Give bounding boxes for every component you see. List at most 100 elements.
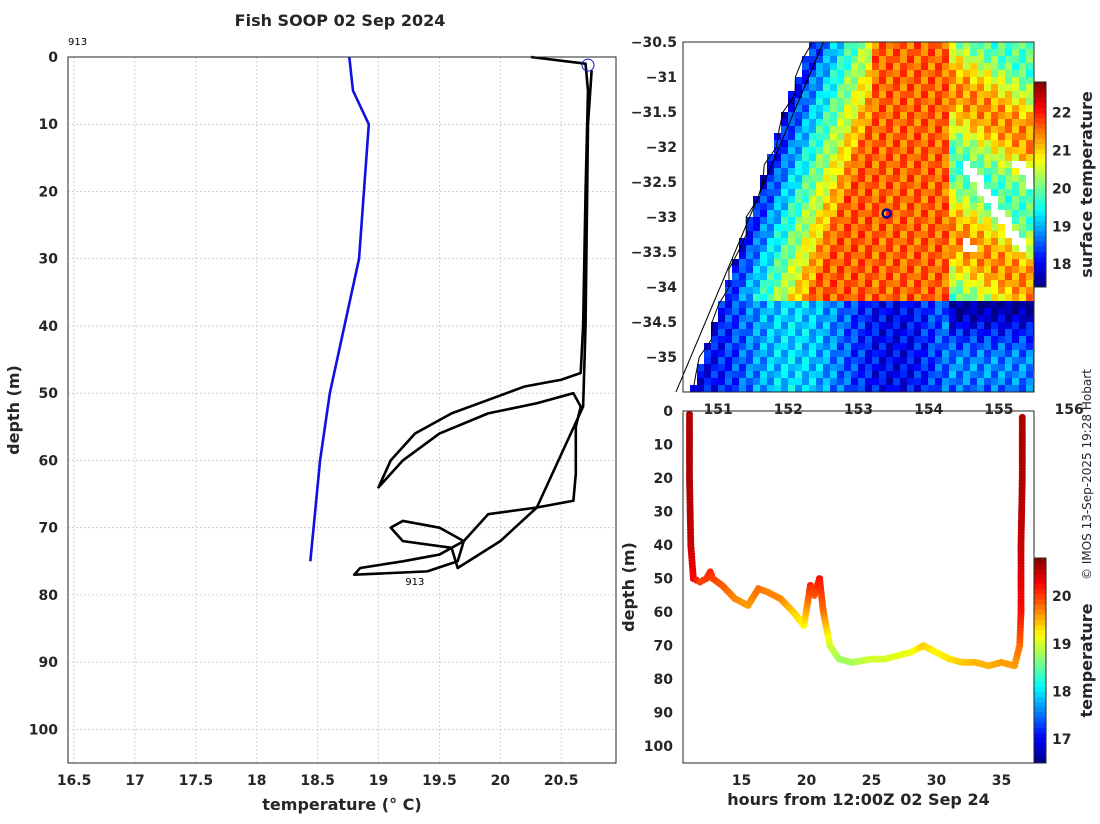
sst-cell	[893, 70, 900, 77]
sst-cell	[984, 308, 991, 315]
sst-cell	[851, 168, 858, 175]
sst-cell	[816, 105, 823, 112]
sst-cell	[802, 189, 809, 196]
sst-cell	[914, 133, 921, 140]
sst-cell	[991, 315, 998, 322]
sst-cell	[1019, 294, 1026, 301]
sst-cell	[788, 350, 795, 357]
sst-cell	[984, 287, 991, 294]
sst-cell	[795, 133, 802, 140]
x-tick-label: 19	[369, 773, 388, 789]
sst-cell	[760, 308, 767, 315]
sst-cell	[935, 161, 942, 168]
sst-cell	[851, 98, 858, 105]
sst-cell	[956, 112, 963, 119]
sst-cell	[830, 252, 837, 259]
sst-cell	[809, 217, 816, 224]
sst-cell	[732, 378, 739, 385]
sst-cell	[725, 371, 732, 378]
sst-cell	[816, 210, 823, 217]
sst-cell	[1019, 210, 1026, 217]
sst-cell	[1005, 154, 1012, 161]
sst-cell	[830, 357, 837, 364]
sst-cell	[928, 217, 935, 224]
sst-cell	[893, 133, 900, 140]
sst-cell	[865, 378, 872, 385]
sst-cell	[1026, 189, 1033, 196]
sst-cell	[886, 273, 893, 280]
sst-cell	[921, 315, 928, 322]
sst-cell	[879, 224, 886, 231]
sst-cell	[1012, 322, 1019, 329]
sst-cell	[921, 210, 928, 217]
sst-cell	[858, 231, 865, 238]
sst-cell	[858, 224, 865, 231]
sst-cell	[1019, 119, 1026, 126]
sst-cell	[844, 175, 851, 182]
sst-cell	[942, 287, 949, 294]
sst-cell	[830, 147, 837, 154]
x-tick-label: 35	[992, 773, 1011, 789]
sst-cell	[802, 378, 809, 385]
sst-cell	[830, 364, 837, 371]
sst-cell	[872, 294, 879, 301]
sst-cell	[732, 315, 739, 322]
sst-cell	[816, 252, 823, 259]
sst-cell	[879, 119, 886, 126]
sst-cell	[991, 378, 998, 385]
sst-cell	[858, 196, 865, 203]
sst-cell	[1019, 231, 1026, 238]
sst-cell	[942, 126, 949, 133]
sst-cell	[949, 154, 956, 161]
sst-cell	[739, 371, 746, 378]
sst-cell	[935, 77, 942, 84]
sst-cell	[1026, 77, 1033, 84]
sst-cell	[956, 266, 963, 273]
sst-cell	[802, 385, 809, 392]
sst-cell	[795, 385, 802, 392]
sst-cell	[963, 329, 970, 336]
sst-cell	[984, 385, 991, 392]
temp-colorbar-segment	[1034, 742, 1046, 749]
sst-cell	[977, 329, 984, 336]
sst-cell	[809, 280, 816, 287]
sst-cell	[697, 378, 704, 385]
sst-cell	[1012, 378, 1019, 385]
sst-cell	[963, 231, 970, 238]
sst-cell	[991, 196, 998, 203]
sst-cell	[767, 252, 774, 259]
sst-cell	[851, 161, 858, 168]
sst-cell	[781, 147, 788, 154]
sst-cell	[900, 371, 907, 378]
sst-cell	[753, 231, 760, 238]
sst-cell	[984, 336, 991, 343]
sst-cell	[1012, 133, 1019, 140]
temp-colorbar-segment	[1034, 568, 1046, 574]
sst-cell	[935, 252, 942, 259]
temp-colorbar-segment	[1034, 563, 1046, 569]
sst-cell	[921, 70, 928, 77]
sst-cell	[760, 371, 767, 378]
sst-cell	[809, 203, 816, 210]
sst-cell	[823, 147, 830, 154]
sst-cell	[907, 175, 914, 182]
sst-cell	[837, 357, 844, 364]
sst-cell	[858, 378, 865, 385]
sst-cell	[809, 112, 816, 119]
sst-cell	[879, 56, 886, 63]
sst-cell	[788, 189, 795, 196]
sst-cell	[746, 224, 753, 231]
sst-cell	[802, 315, 809, 322]
sst-cell	[816, 77, 823, 84]
sst-cell	[746, 245, 753, 252]
sst-cell	[1026, 203, 1033, 210]
sst-cell	[809, 175, 816, 182]
sst-cell	[963, 301, 970, 308]
sst-cell	[914, 161, 921, 168]
sst-cell	[865, 119, 872, 126]
coastline	[692, 41, 814, 393]
sst-cell	[788, 91, 795, 98]
sst-cell	[788, 231, 795, 238]
sst-cell	[886, 84, 893, 91]
sst-cell	[921, 322, 928, 329]
